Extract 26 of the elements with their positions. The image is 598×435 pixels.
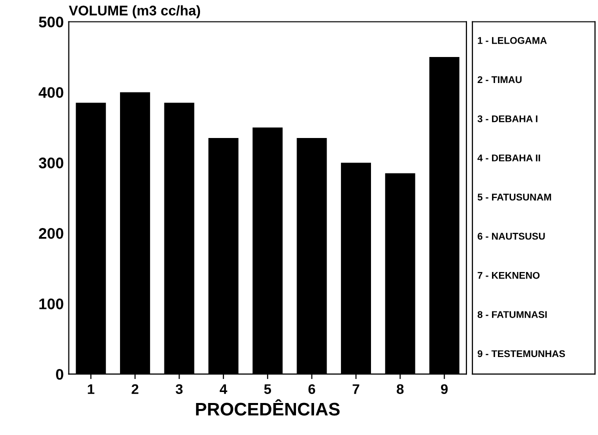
y-axis-title: VOLUME (m3 cc/ha) — [68, 5, 200, 18]
text: 4 - DEBAHA II — [477, 154, 540, 162]
x-tick-label: 8 — [396, 384, 404, 394]
y-tick-label: 0 — [56, 368, 64, 380]
text: 8 - FATUMNASI — [478, 311, 547, 318]
x-tick-label: 4 — [220, 384, 228, 394]
y-tick-label: 300 — [38, 158, 64, 168]
x-tick-label: 3 — [176, 384, 183, 394]
text: 6 - NAUTSUSU — [478, 232, 545, 240]
text: 5 - FATUSUNAM — [478, 194, 552, 201]
text: 3 - DEBAHA I — [478, 115, 538, 122]
x-tick-label: 1 — [88, 384, 94, 394]
y-tick-label: 200 — [38, 228, 64, 239]
text: 2 - TIMAU — [478, 76, 522, 84]
x-tick-label: 7 — [352, 384, 360, 394]
text: 7 - KEKNENO — [478, 272, 540, 279]
text: 1 - LELOGAMA — [478, 37, 547, 44]
x-tick-label: 2 — [132, 384, 138, 394]
y-tick-label: 400 — [38, 87, 64, 98]
x-tick-label: 6 — [308, 384, 316, 394]
text: 9 - TESTEMUNHAS — [478, 350, 565, 358]
y-tick-label: 100 — [39, 298, 64, 310]
x-axis-title: PROCEDÊNCIAS — [196, 399, 340, 416]
y-tick-label: 500 — [38, 16, 64, 28]
x-tick-label: 5 — [264, 384, 272, 394]
x-tick-label: 9 — [440, 384, 448, 394]
